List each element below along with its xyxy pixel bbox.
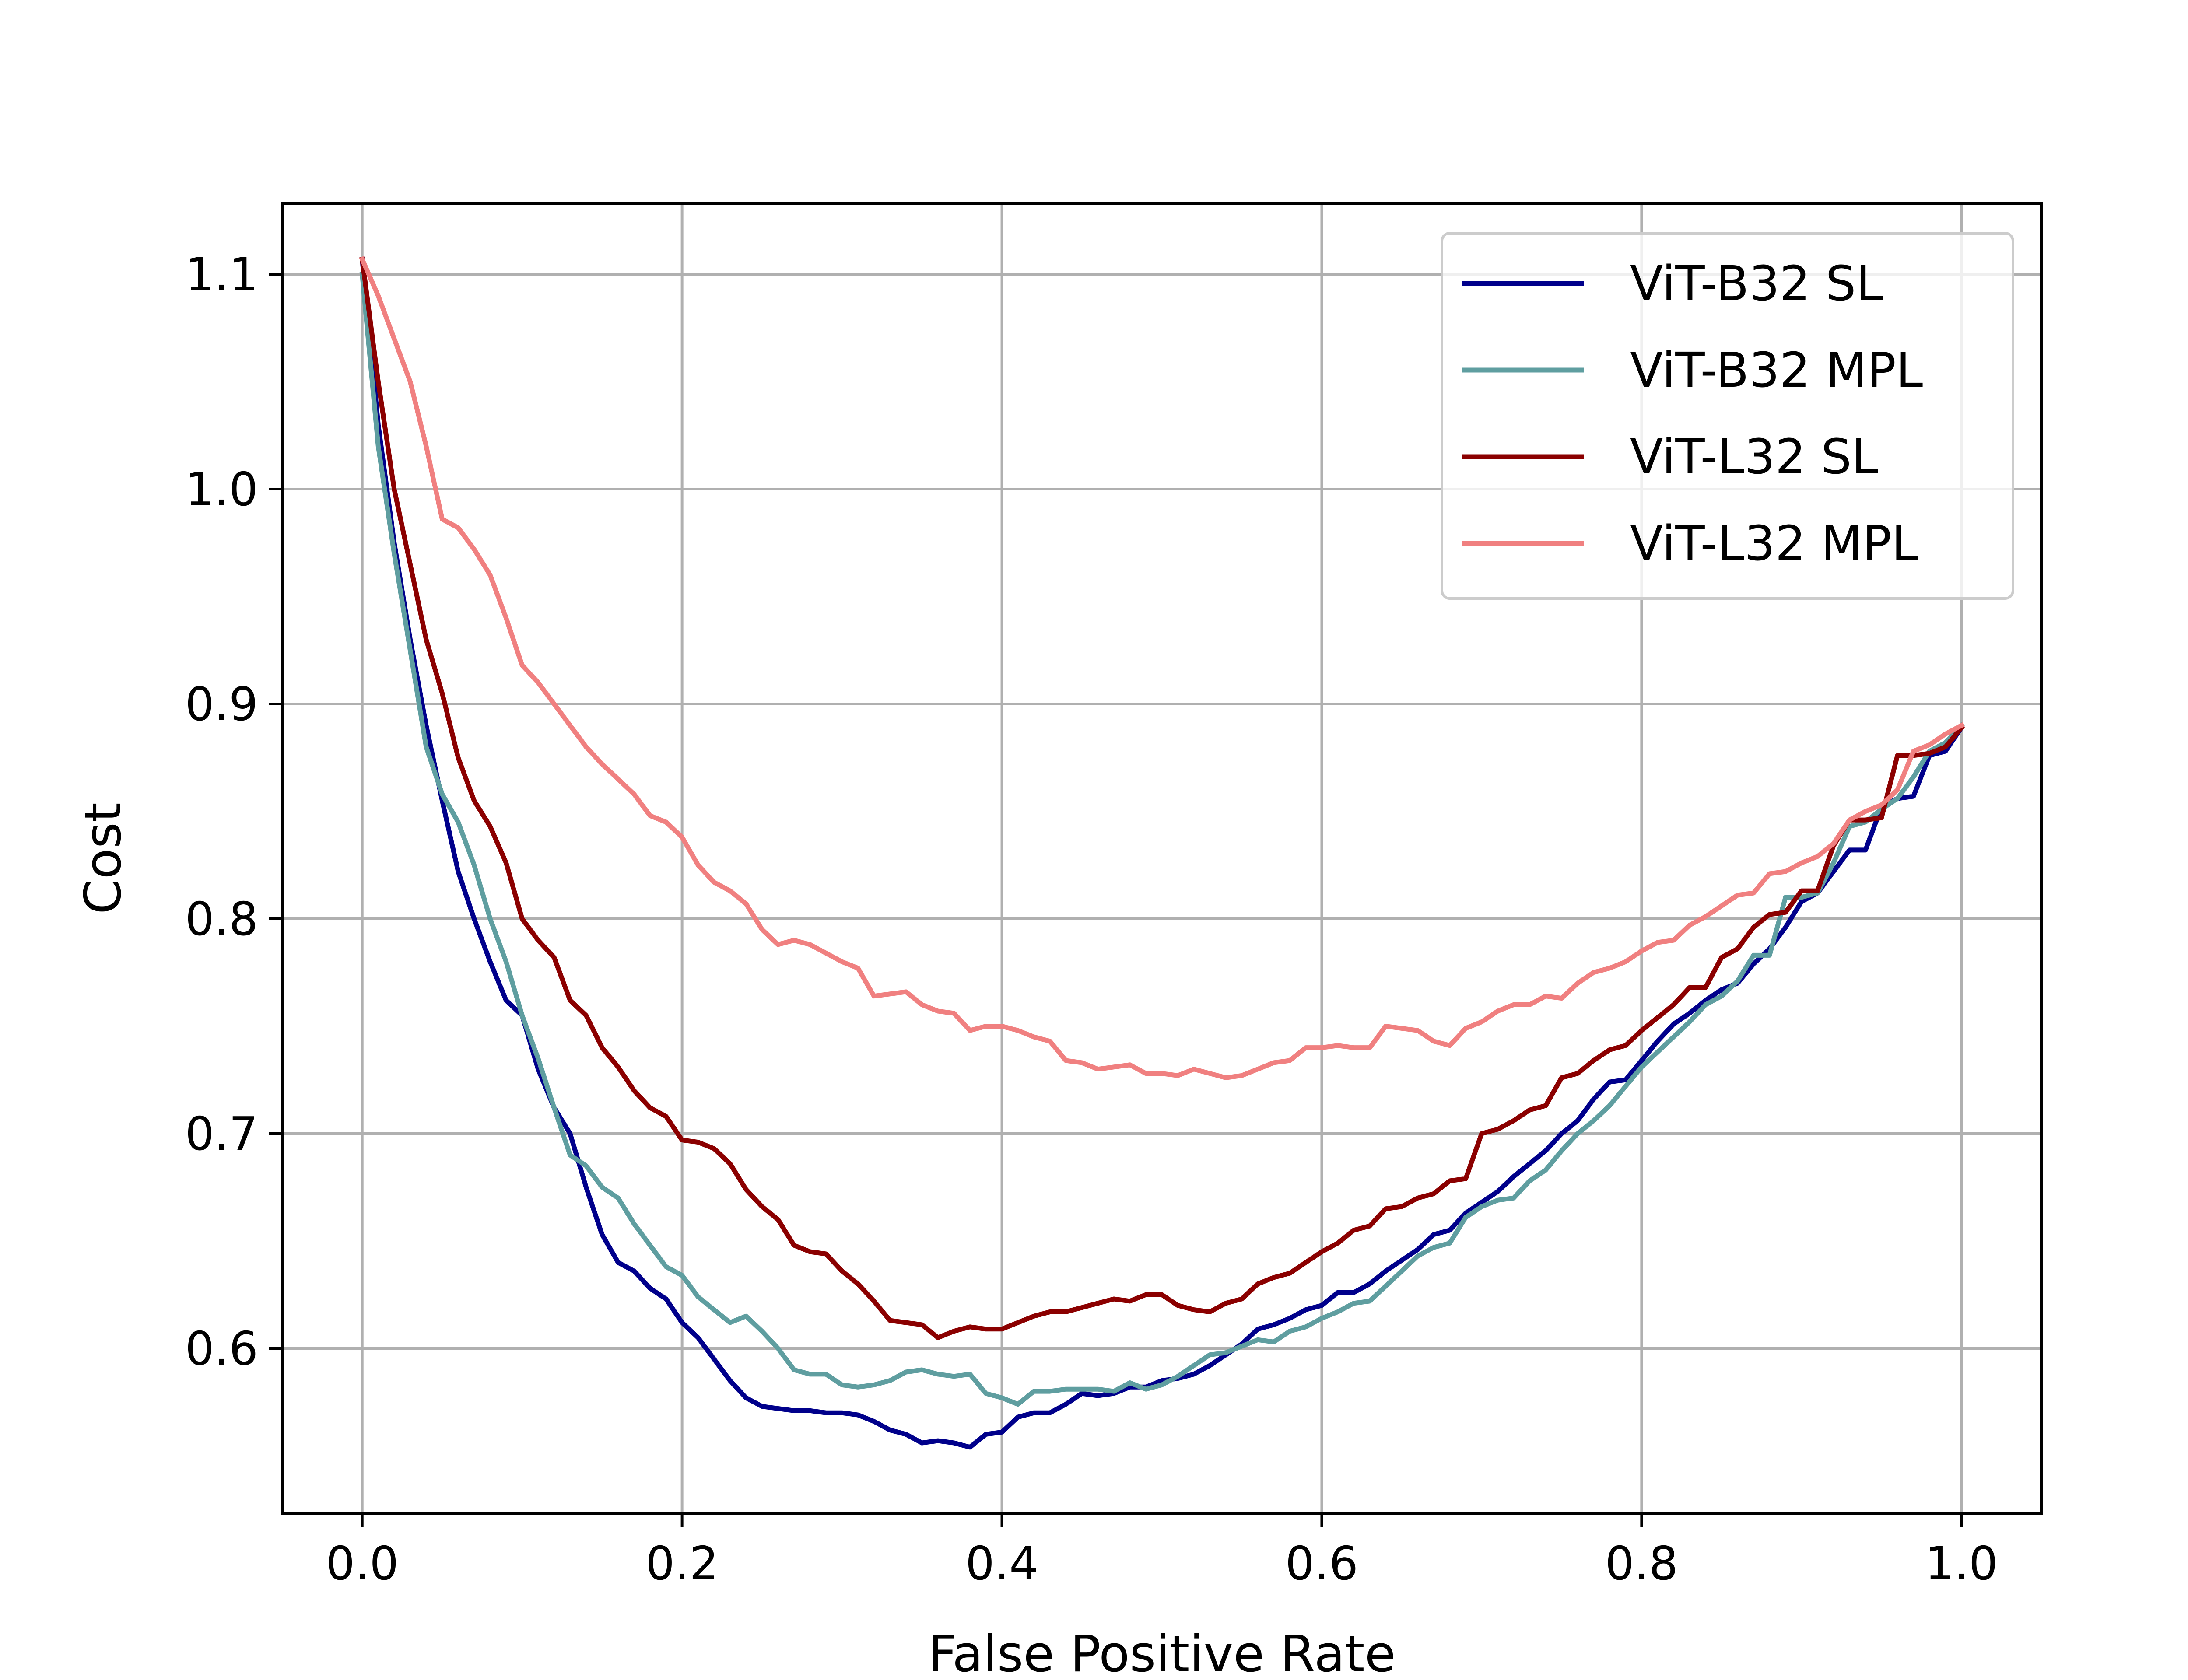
y-tick-label-3: 0.9 bbox=[185, 678, 258, 731]
x-tick-label-1: 0.2 bbox=[645, 1537, 719, 1590]
series-line-vit-b32-sl bbox=[359, 256, 1965, 1450]
legend-label-vit-l32-sl: ViT-L32 SL bbox=[1630, 429, 1879, 485]
y-tick-label-5: 1.1 bbox=[185, 248, 258, 301]
legend-frame bbox=[1441, 232, 2014, 600]
x-tick-label-0: 0.0 bbox=[326, 1537, 399, 1590]
series-line-vit-b32-mpl bbox=[359, 272, 1965, 1407]
x-tick-label-5: 1.0 bbox=[1925, 1537, 1998, 1590]
y-tick-label-2: 0.8 bbox=[185, 892, 258, 946]
x-tick-label-3: 0.6 bbox=[1285, 1537, 1358, 1590]
y-tick-label-1: 0.7 bbox=[185, 1107, 258, 1161]
y-axis-label: Cost bbox=[74, 802, 133, 914]
y-axis-ticks: 0.6 0.7 0.8 0.9 1.0 1.1 bbox=[185, 248, 282, 1376]
x-tick-label-4: 0.8 bbox=[1605, 1537, 1678, 1590]
series-line-vit-l32-mpl bbox=[359, 256, 1965, 1080]
y-tick-label-4: 1.0 bbox=[185, 463, 258, 516]
y-tick-label-0: 0.6 bbox=[185, 1322, 258, 1376]
legend-label-vit-l32-mpl: ViT-L32 MPL bbox=[1630, 515, 1918, 571]
plot-frame bbox=[281, 202, 2043, 1515]
x-axis-label: False Positive Rate bbox=[928, 1625, 1396, 1680]
series-layer bbox=[359, 256, 1965, 1450]
legend-label-vit-b32-mpl: ViT-B32 MPL bbox=[1630, 342, 1923, 398]
legend: ViT-B32 SL ViT-B32 MPL ViT-L32 SL ViT-L32 M… bbox=[1441, 232, 2014, 600]
x-axis-ticks: 0.0 0.2 0.4 0.6 0.8 1.0 bbox=[326, 1514, 1998, 1590]
x-tick-label-2: 0.4 bbox=[965, 1537, 1038, 1590]
legend-label-vit-b32-sl: ViT-B32 SL bbox=[1630, 256, 1883, 312]
series-line-vit-l32-sl bbox=[359, 256, 1965, 1340]
